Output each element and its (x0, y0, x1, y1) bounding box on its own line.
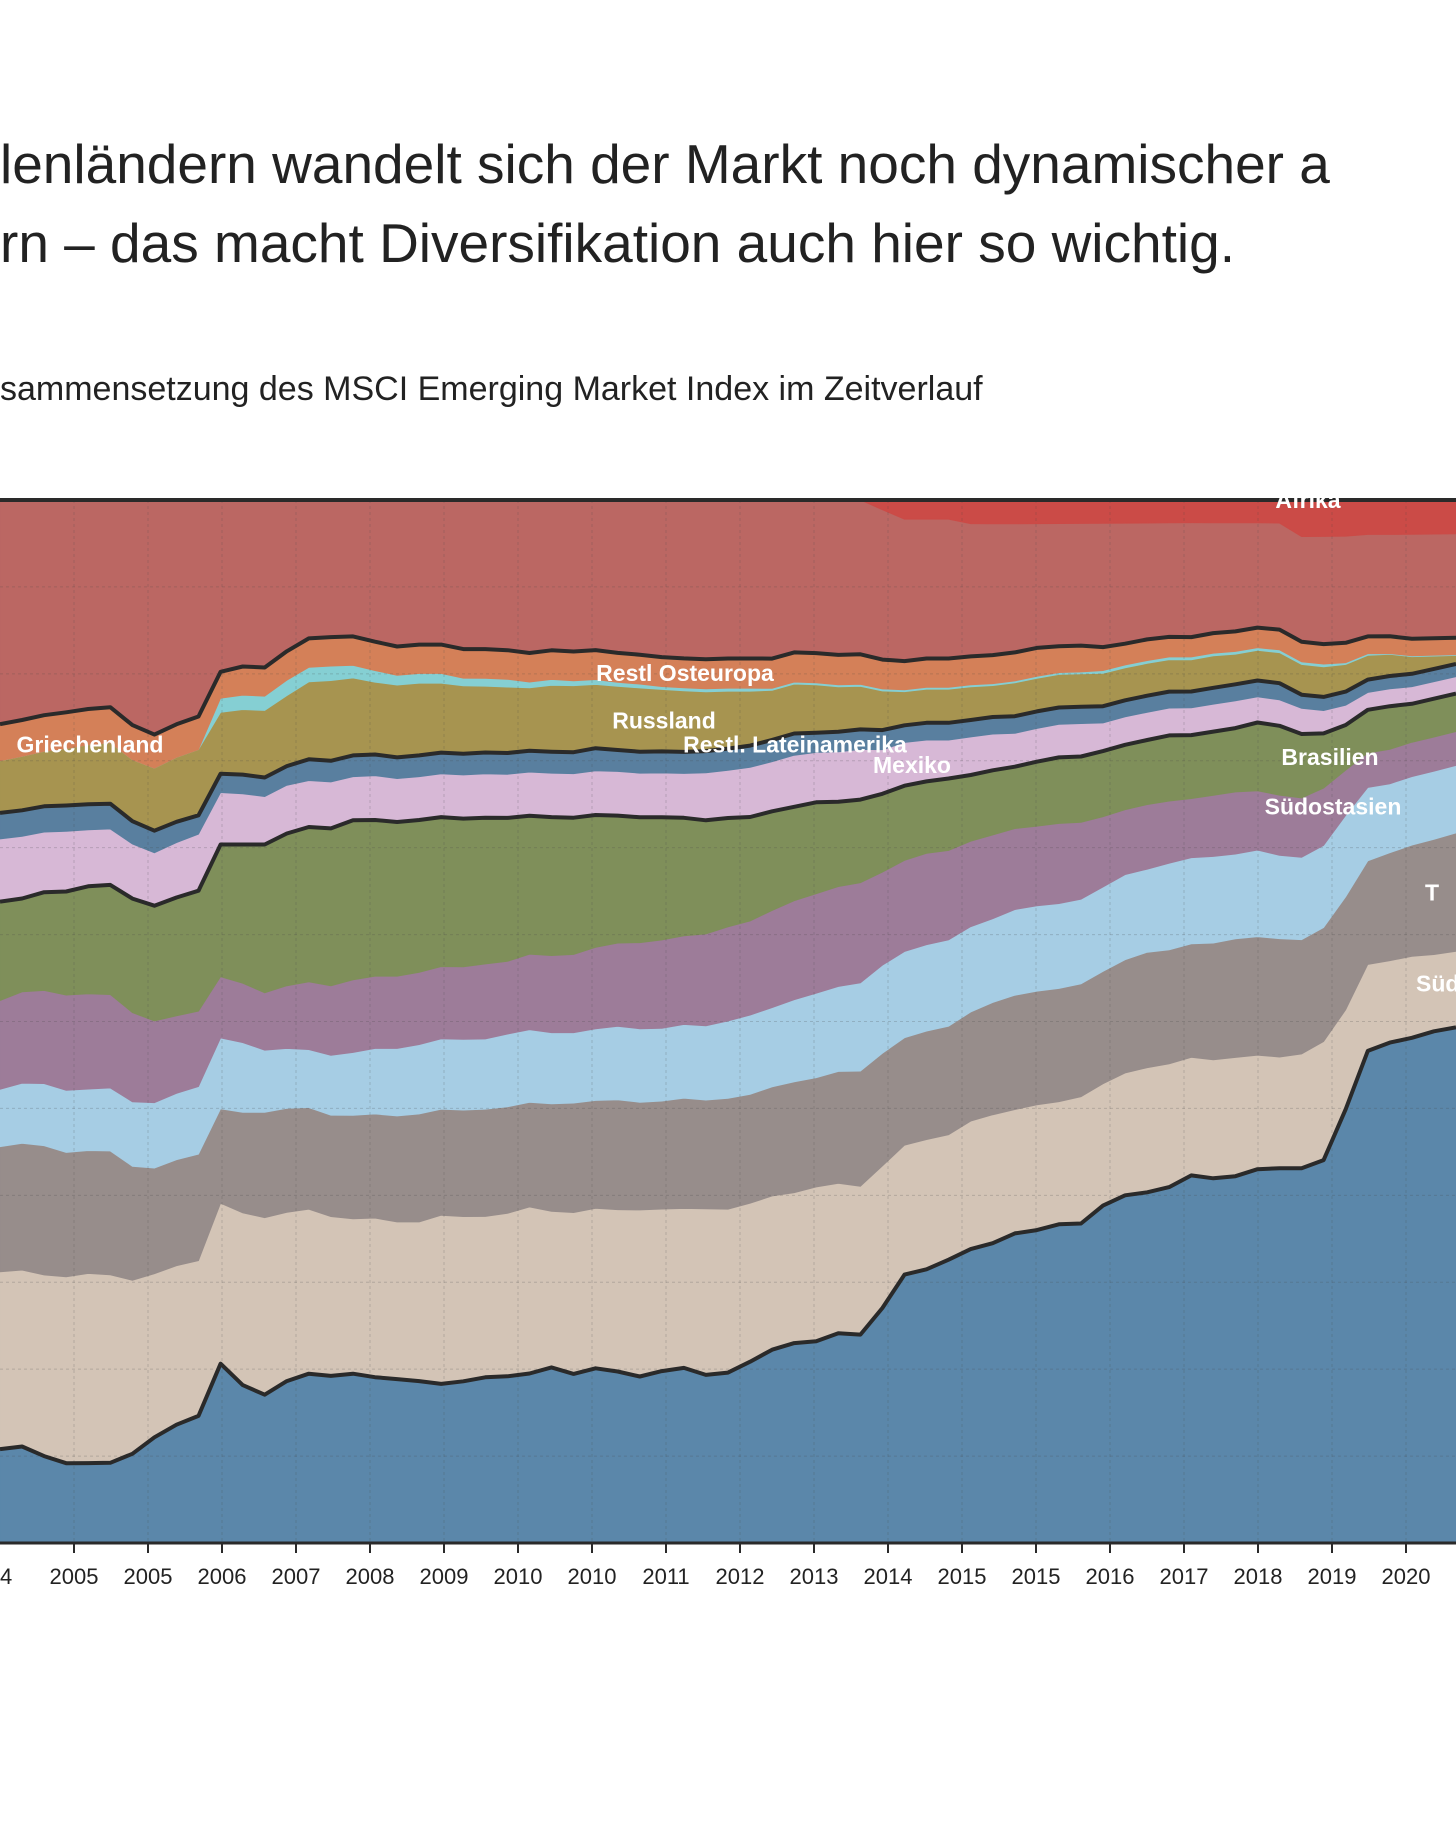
area-layers (0, 499, 1456, 1544)
x-tick-label: 2006 (198, 1564, 247, 1589)
series-label-restl-lateinamerika: Restl. Lateinamerika (683, 731, 907, 757)
x-tick-label: 2010 (494, 1564, 543, 1589)
x-tick-label: 2012 (716, 1564, 765, 1589)
x-tick-label: 2015 (1012, 1564, 1061, 1589)
x-tick-label: 2014 (864, 1564, 913, 1589)
boundary-line-restl-lateinamerika (0, 662, 1456, 833)
series-label-russland: Russland (612, 708, 716, 734)
x-tick-label: 2011 (642, 1564, 689, 1589)
x-tick-label: 2008 (346, 1564, 395, 1589)
series-label-griechenland: Griechenland (17, 732, 164, 758)
x-tick-label: 2007 (272, 1564, 321, 1589)
series-label-mexiko: Mexiko (873, 752, 951, 778)
x-tick-label: 2010 (568, 1564, 617, 1589)
x-axis: 04 2005 2005 2006 2007 2008 2009 2010 2010 2011 20… (0, 1543, 1431, 1589)
x-tick-label: 04 (0, 1564, 12, 1589)
plot-frame (0, 498, 1456, 1545)
x-tick-label: 2013 (790, 1564, 839, 1589)
series-label-taiwan: T (1425, 879, 1439, 905)
grid-lines (0, 500, 1456, 1543)
chart-subtitle: sammensetzung des MSCI Emerging Market I… (0, 370, 983, 408)
series-label-südkorea: Süd (1416, 970, 1456, 996)
boundary-line-restl-osteuropa (0, 625, 1456, 737)
series-label-südostasien: Südostasien (1265, 794, 1402, 820)
x-tick-label: 2015 (938, 1564, 987, 1589)
x-tick-label: 2019 (1308, 1564, 1357, 1589)
x-tick-label: 2005 (124, 1564, 173, 1589)
x-tick-label: 2005 (50, 1564, 99, 1589)
headline: lenländern wandelt sich der Markt noch d… (0, 125, 1456, 283)
x-tick-label: 2020 (1382, 1564, 1431, 1589)
series-labels: Afrika Restl Osteuropa Russland Griechenlan… (17, 487, 1456, 996)
boundary-line-brasilien (0, 691, 1456, 908)
x-tick-label: 2016 (1086, 1564, 1135, 1589)
series-label-afrika: Afrika (1275, 487, 1340, 513)
series-label-restl-osteuropa: Restl Osteuropa (596, 660, 774, 686)
x-tick-label: 2009 (420, 1564, 469, 1589)
x-tick-label: 2018 (1234, 1564, 1283, 1589)
boundary-line-rest (0, 1025, 1456, 1466)
x-tick-label: 2017 (1160, 1564, 1209, 1589)
series-label-brasilien: Brasilien (1281, 744, 1378, 770)
headline-line-2: rn – das macht Diversifikation auch hier… (0, 212, 1235, 274)
headline-line-1: lenländern wandelt sich der Markt noch d… (0, 133, 1330, 195)
